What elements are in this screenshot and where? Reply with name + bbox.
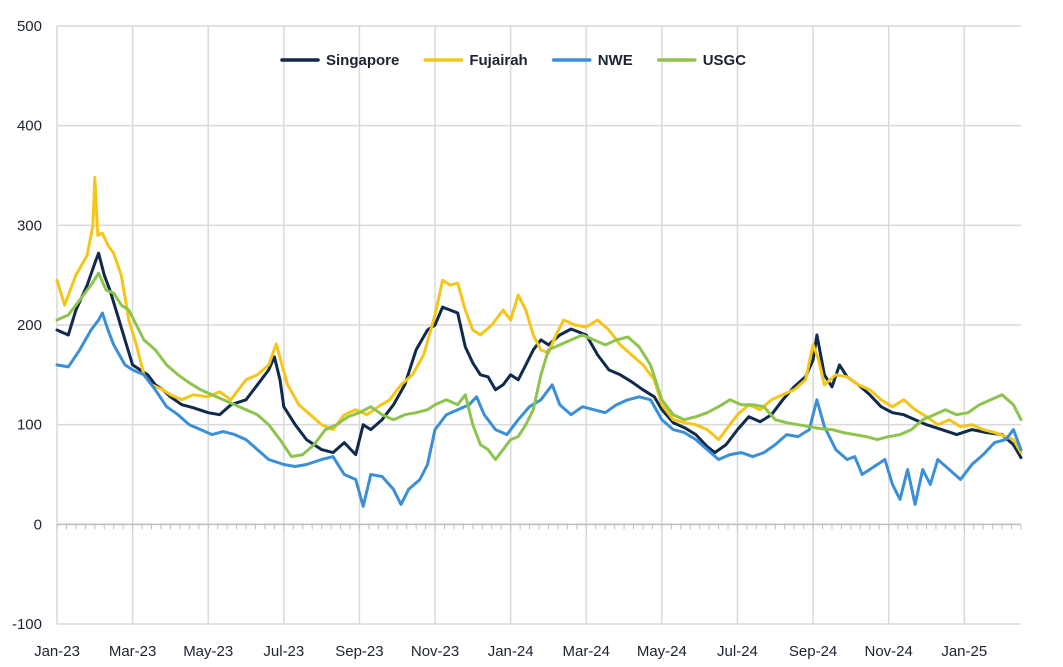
y-tick-label: 100 — [17, 417, 42, 434]
x-tick-label: Mar-24 — [562, 643, 610, 660]
x-tick-label: Jul-23 — [263, 643, 304, 660]
y-tick-label: 0 — [34, 516, 42, 533]
y-tick-label: -100 — [12, 616, 42, 633]
x-tick-label: Jul-24 — [717, 643, 758, 660]
legend: Singapore Fujairah NWE USGC — [280, 52, 747, 69]
y-tick-label: 300 — [17, 217, 42, 234]
x-tick-label: Jan-23 — [34, 643, 80, 660]
gridlines — [56, 25, 1022, 625]
legend-label-nwe: NWE — [598, 52, 633, 69]
x-tick-label: Nov-24 — [865, 643, 913, 660]
y-tick-label: 500 — [17, 18, 42, 35]
x-tick-label: Sep-24 — [789, 643, 837, 660]
x-tick-label: Jan-25 — [941, 643, 987, 660]
series-line-usgc — [55, 271, 1023, 461]
x-tick-label: Nov-23 — [411, 643, 459, 660]
x-tick-label: May-23 — [183, 643, 233, 660]
x-tick-label: Jan-24 — [488, 643, 534, 660]
y-tick-label: 400 — [17, 118, 42, 135]
x-axis: Jan-23 Mar-23 May-23 Jul-23 Sep-23 Nov-23 Jan-… — [34, 643, 987, 660]
series-line-fujairah — [55, 176, 1023, 455]
x-tick-label: May-24 — [637, 643, 687, 660]
y-tick-label: 200 — [17, 317, 42, 334]
series-line-singapore — [55, 251, 1023, 460]
series-line-nwe — [55, 311, 1023, 508]
legend-label-fujairah: Fujairah — [469, 52, 527, 69]
x-tick-label: Sep-23 — [335, 643, 383, 660]
y-axis: -100 0 100 200 300 400 500 — [12, 18, 42, 633]
series-lines — [55, 176, 1023, 508]
x-tick-label: Mar-23 — [109, 643, 157, 660]
legend-label-usgc: USGC — [703, 52, 747, 69]
legend-label-singapore: Singapore — [326, 52, 399, 69]
